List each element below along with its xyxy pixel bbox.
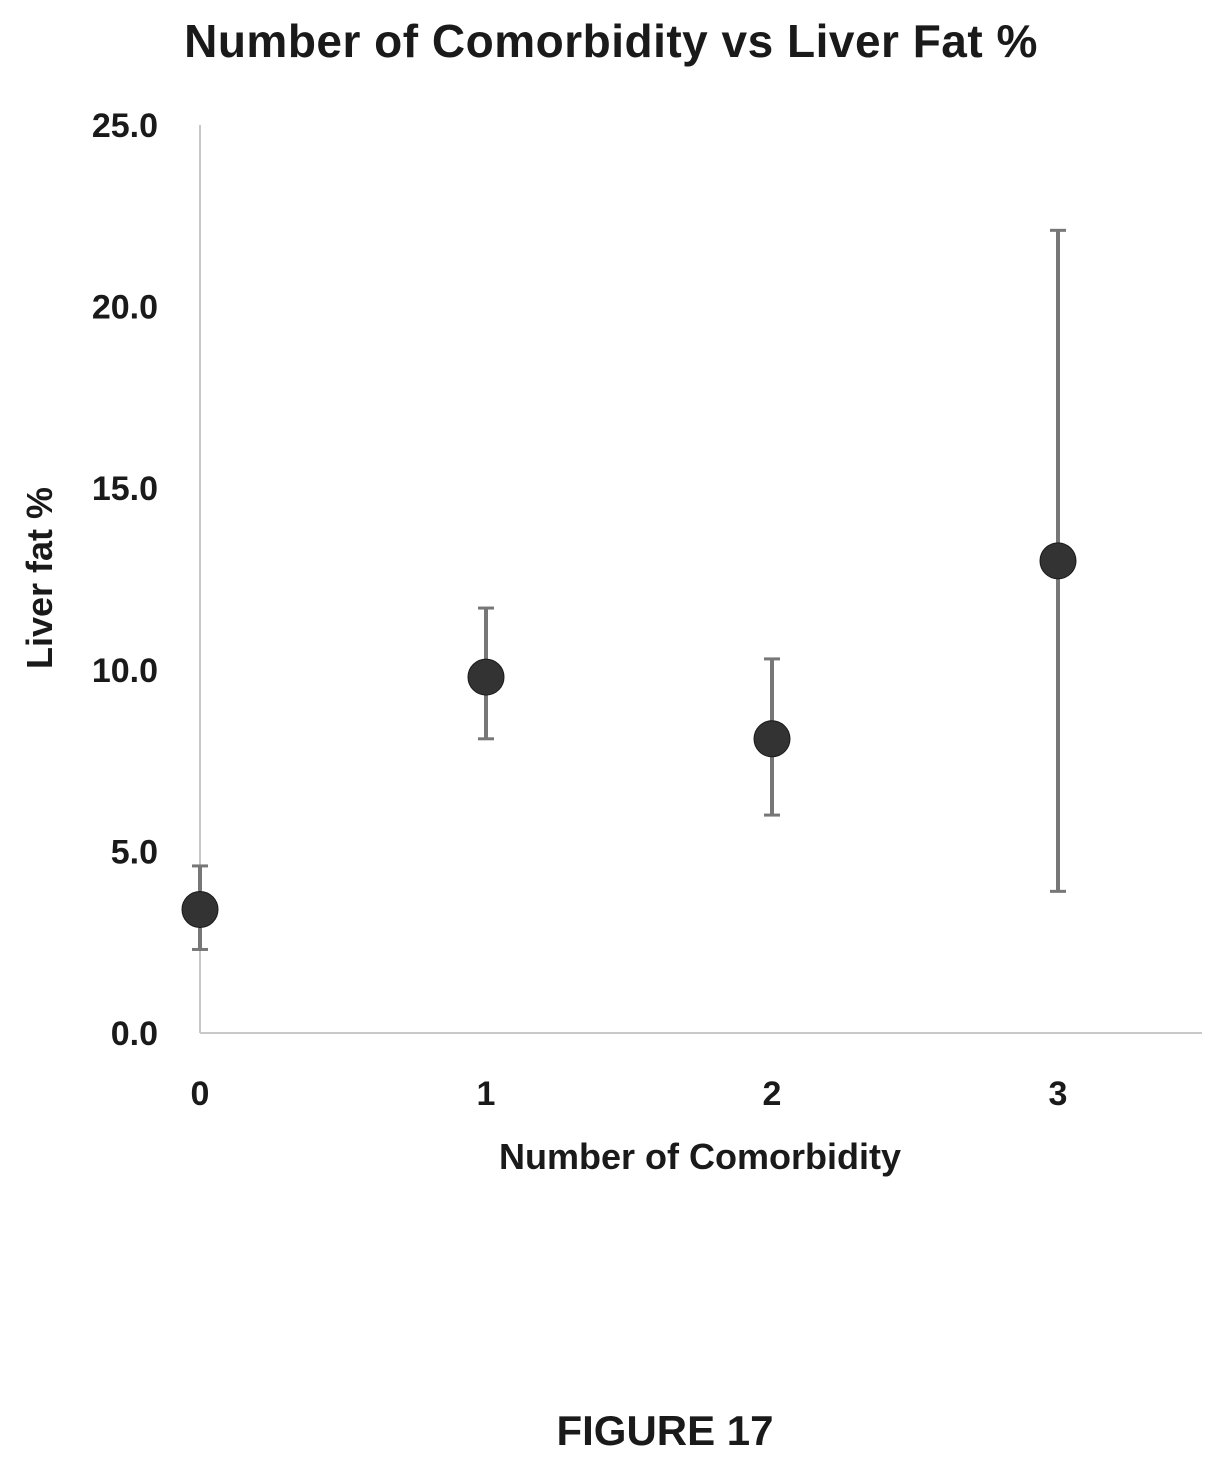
x-tick-label: 3 — [1049, 1075, 1068, 1113]
x-tick-label: 1 — [477, 1075, 496, 1113]
data-markers — [181, 542, 1077, 929]
figure-label: FIGURE 17 — [556, 1407, 774, 1454]
y-tick-label: 5.0 — [111, 833, 158, 871]
x-tick-label: 2 — [763, 1075, 782, 1113]
y-tick-label: 20.0 — [92, 289, 158, 327]
y-tick-label: 10.0 — [92, 652, 158, 690]
y-tick-labels: 0.0 5.0 10.0 15.0 20.0 25.0 — [92, 107, 158, 1053]
data-point — [181, 891, 219, 929]
y-tick-label: 0.0 — [111, 1015, 158, 1053]
data-point — [467, 658, 505, 696]
data-point — [1039, 542, 1077, 580]
data-point — [753, 720, 791, 758]
y-axis-label: Liver fat % — [19, 486, 60, 670]
x-axis-label: Number of Comorbidity — [499, 1136, 901, 1177]
x-tick-label: 0 — [191, 1075, 210, 1113]
y-tick-label: 25.0 — [92, 107, 158, 145]
error-bars — [192, 228, 1066, 951]
chart-title: Number of Comorbidity vs Liver Fat % — [184, 15, 1038, 67]
axes — [199, 125, 1202, 1034]
y-tick-label: 15.0 — [92, 470, 158, 508]
x-tick-labels: 0 1 2 3 — [191, 1075, 1068, 1113]
